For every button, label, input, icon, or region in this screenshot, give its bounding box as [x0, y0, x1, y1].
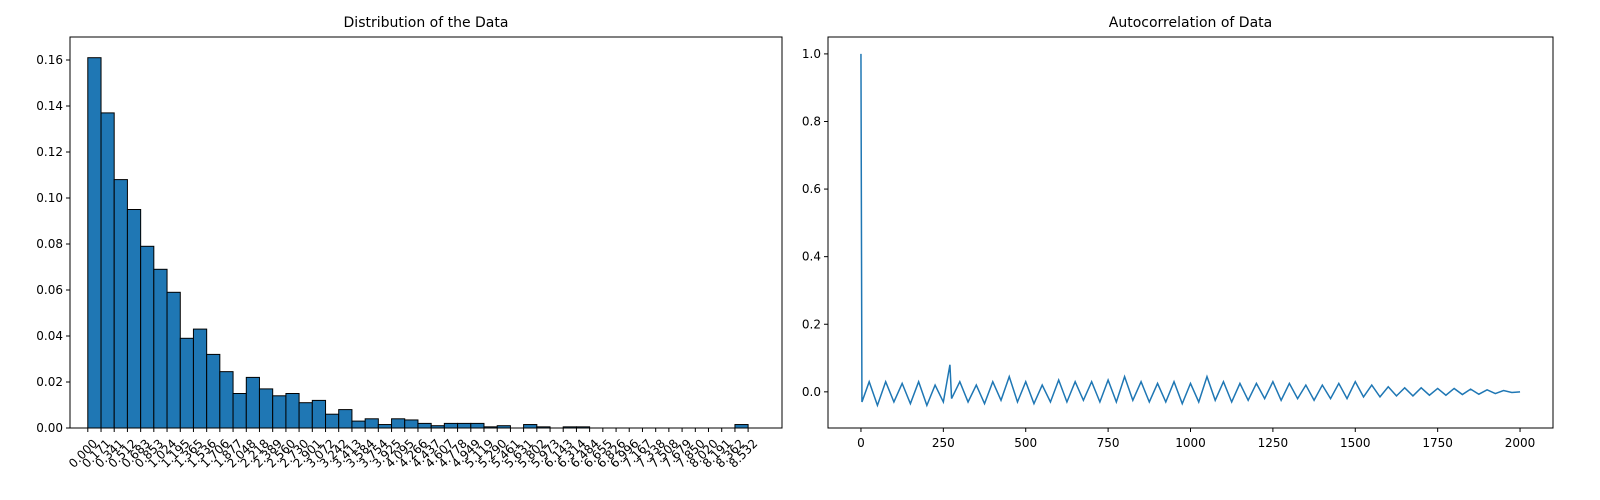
y-tick-label: 0.2 — [802, 317, 821, 331]
bar — [87, 57, 102, 429]
bar — [523, 424, 538, 429]
axes-frame — [827, 36, 1554, 429]
x-tick-label: 1750 — [1422, 436, 1453, 450]
bar — [113, 179, 128, 429]
autocorrelation-line — [860, 53, 1521, 408]
y-tick-label: 0.14 — [36, 99, 63, 113]
x-tick-label: 1000 — [1175, 436, 1206, 450]
x-tick-label: 1250 — [1258, 436, 1289, 450]
bar — [245, 376, 260, 429]
bar — [100, 112, 115, 429]
y-tick-label: 1.0 — [802, 47, 821, 61]
y-tick-label: 0.0 — [802, 385, 821, 399]
y-tick-label: 0.04 — [36, 329, 63, 343]
bar — [443, 422, 459, 429]
x-tick-label: 2000 — [1505, 436, 1536, 450]
bar — [457, 422, 472, 429]
axes-frame — [69, 36, 783, 429]
bar — [391, 418, 406, 429]
bar — [192, 328, 208, 429]
bar — [153, 268, 168, 429]
bar — [219, 371, 234, 429]
bar — [338, 409, 353, 429]
y-tick-label: 0.6 — [802, 182, 821, 196]
bar — [166, 291, 181, 429]
bar — [232, 393, 247, 429]
bar — [404, 419, 419, 429]
bar — [734, 424, 749, 429]
bar — [126, 209, 142, 429]
y-tick-label: 0.12 — [36, 145, 63, 159]
x-tick-label: 1500 — [1340, 436, 1371, 450]
bar — [140, 245, 155, 429]
bar — [351, 420, 366, 429]
bar — [470, 422, 485, 429]
y-tick-label: 0.4 — [802, 250, 821, 264]
x-tick-label: 0 — [857, 436, 865, 450]
bar — [325, 413, 340, 429]
y-tick-label: 0.10 — [36, 191, 63, 205]
bar — [311, 399, 327, 429]
bar — [285, 393, 300, 429]
bar — [417, 422, 432, 429]
bar — [377, 424, 393, 429]
y-tick-label: 0.16 — [36, 53, 63, 67]
bar — [258, 388, 274, 429]
y-tick-label: 0.8 — [802, 114, 821, 128]
bar — [298, 402, 313, 429]
bar — [272, 395, 287, 429]
bar — [206, 353, 221, 429]
x-tick-label: 500 — [1014, 436, 1037, 450]
bar — [179, 337, 194, 429]
y-tick-label: 0.06 — [36, 283, 63, 297]
y-tick-label: 0.08 — [36, 237, 63, 251]
chart-title: Autocorrelation of Data — [1109, 15, 1272, 31]
chart-title: Distribution of the Data — [344, 15, 509, 31]
bar — [364, 418, 379, 429]
y-tick-label: 0.00 — [36, 421, 63, 435]
x-tick-label: 750 — [1097, 436, 1120, 450]
y-tick-label: 0.02 — [36, 375, 63, 389]
x-tick-label: 250 — [932, 436, 955, 450]
